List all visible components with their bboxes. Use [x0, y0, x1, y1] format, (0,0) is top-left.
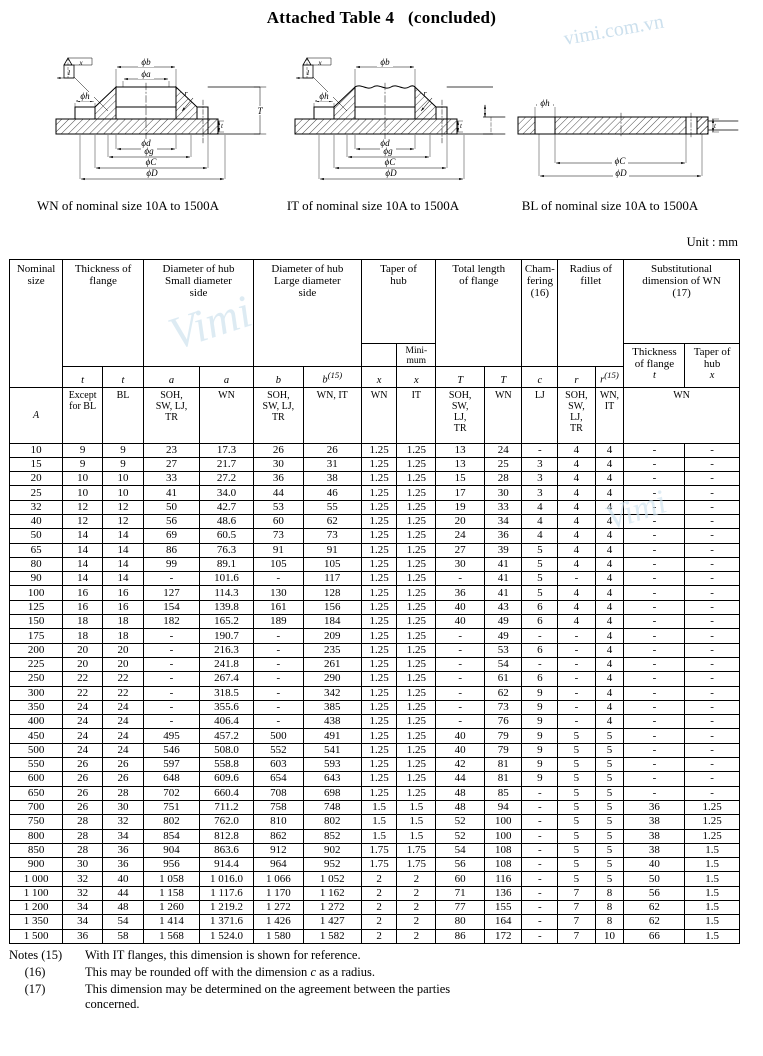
svg-text:t: t — [714, 122, 717, 130]
svg-text:ϕg: ϕg — [144, 146, 154, 156]
svg-text:ϕg: ϕg — [383, 146, 393, 156]
svg-text:ϕC: ϕC — [615, 156, 627, 166]
svg-text:ϕC: ϕC — [146, 157, 158, 167]
svg-text:ϕh: ϕh — [80, 91, 90, 101]
svg-text:ϕD: ϕD — [146, 168, 158, 178]
svg-text:ϕC: ϕC — [385, 157, 397, 167]
svg-text:1: 1 — [67, 68, 71, 77]
svg-text:1: 1 — [306, 68, 310, 77]
svg-text:ϕh: ϕh — [319, 91, 329, 101]
svg-text:ϕb: ϕb — [380, 57, 390, 67]
svg-text:ϕb: ϕb — [141, 57, 151, 67]
svg-text:t: t — [460, 122, 463, 130]
svg-text:r: r — [423, 89, 427, 98]
svg-text:x: x — [317, 58, 322, 67]
svg-text:t: t — [221, 122, 224, 130]
svg-text:r: r — [184, 89, 188, 98]
svg-text:x: x — [78, 58, 83, 67]
svg-text:ϕD: ϕD — [385, 168, 397, 178]
svg-text:ϕh: ϕh — [540, 98, 550, 108]
svg-text:ϕD: ϕD — [615, 168, 627, 178]
svg-text:ϕa: ϕa — [141, 69, 151, 79]
